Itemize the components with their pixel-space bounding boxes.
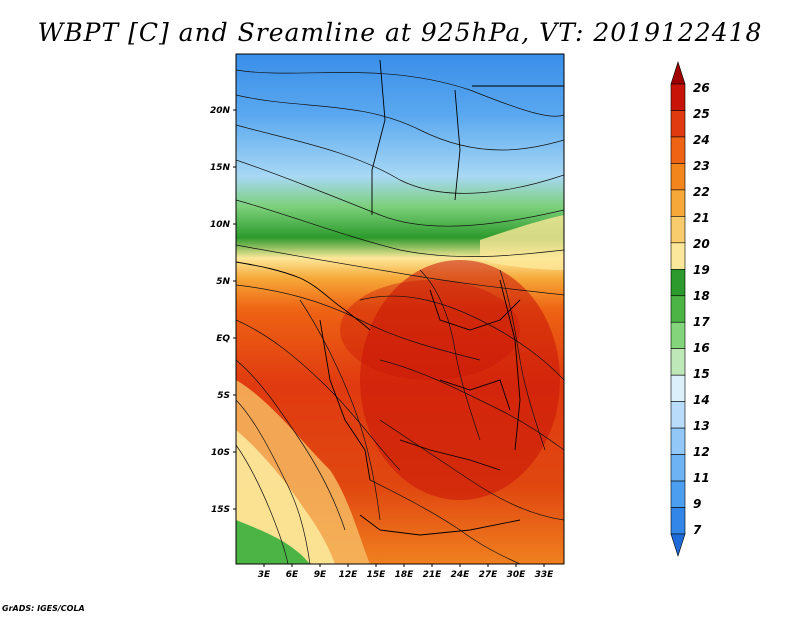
colorbar-level-label: 19	[693, 263, 710, 277]
colorbar-level-label: 24	[693, 133, 710, 147]
colorbar-level-label: 22	[693, 185, 710, 199]
credit-text: GrADS: IGES/COLA	[2, 604, 85, 613]
colorbar-level-label: 18	[693, 289, 710, 303]
colorbar-level-label: 26	[693, 81, 710, 95]
lat-tick-label: 15N	[210, 163, 231, 173]
colorbar-segment	[670, 507, 686, 535]
colorbar-level-label: 21	[693, 211, 710, 225]
colorbar-segment	[670, 427, 686, 455]
colorbar-level-label: 13	[693, 419, 710, 433]
colorbar-segment	[670, 189, 686, 217]
lon-tick-label: 12E	[339, 570, 359, 580]
lat-tick-label: 5S	[217, 391, 230, 401]
colorbar-segment	[670, 480, 686, 508]
lat-tick-label: 5N	[216, 277, 230, 287]
colorbar-segment	[670, 454, 686, 482]
colorbar-level-label: 11	[693, 471, 710, 485]
colorbar-level-label: 17	[693, 315, 710, 329]
lon-tick-label: 6E	[286, 570, 299, 580]
colorbar-level-label: 20	[693, 237, 710, 251]
lat-tick-label: 15S	[211, 505, 230, 515]
colorbar-level-label: 25	[693, 107, 710, 121]
colorbar-segment	[670, 374, 686, 402]
lon-tick-label: 27E	[479, 570, 499, 580]
colorbar-level-label: 14	[693, 393, 710, 407]
lon-tick-label: 18E	[395, 570, 415, 580]
lon-tick-label: 30E	[507, 570, 527, 580]
colorbar-level-label: 15	[693, 367, 710, 381]
lat-tick-label: 10N	[210, 220, 231, 230]
colorbar-segment	[670, 110, 686, 138]
colorbar-bottom-arrow	[670, 533, 686, 557]
map-frame	[235, 53, 565, 565]
colorbar-level-label: 12	[693, 445, 710, 459]
streamlines	[236, 69, 564, 564]
lon-tick-label: 3E	[258, 570, 271, 580]
country-borders	[236, 59, 564, 536]
colorbar-segment	[670, 83, 686, 111]
lat-tick-label: 20N	[210, 106, 231, 116]
lat-tick-label: 10S	[211, 448, 230, 458]
colorbar-segment	[670, 295, 686, 323]
colorbar-level-label: 9	[693, 497, 701, 511]
colorbar-level-label: 23	[693, 159, 710, 173]
lon-tick-label: 33E	[535, 570, 555, 580]
latitude-axis: 20N 15N 10N 5N EQ 5S 10S 15S	[210, 106, 236, 515]
colorbar-level-label: 7	[693, 523, 702, 537]
colorbar-segment	[670, 268, 686, 297]
colorbar-segment	[670, 321, 686, 350]
colorbar-segment	[670, 136, 686, 164]
colorbar-segment	[670, 348, 686, 376]
colorbar-segment	[670, 401, 686, 429]
colorbar-segment	[670, 216, 686, 244]
colorbar-top-arrow	[670, 61, 686, 85]
lat-tick-label: EQ	[216, 334, 230, 344]
map-title: WBPT [C] and Sreamline at 925hPa, VT: 20…	[37, 18, 763, 47]
colorbar-level-label: 16	[693, 341, 710, 355]
lon-tick-label: 21E	[423, 570, 443, 580]
colorbar: 26 25 24 23 22 21 20 19 18 17 16 15 14 13 12 11 9 7	[670, 61, 710, 557]
colorbar-segment	[670, 242, 686, 270]
lon-tick-label: 24E	[451, 570, 471, 580]
longitude-axis: 3E 6E 9E 12E 15E 18E 21E 24E 27E 30E 33E	[258, 564, 554, 580]
lon-tick-label: 9E	[314, 570, 327, 580]
lon-tick-label: 15E	[367, 570, 387, 580]
wbpt-field	[236, 54, 564, 564]
colorbar-segment	[670, 163, 686, 191]
